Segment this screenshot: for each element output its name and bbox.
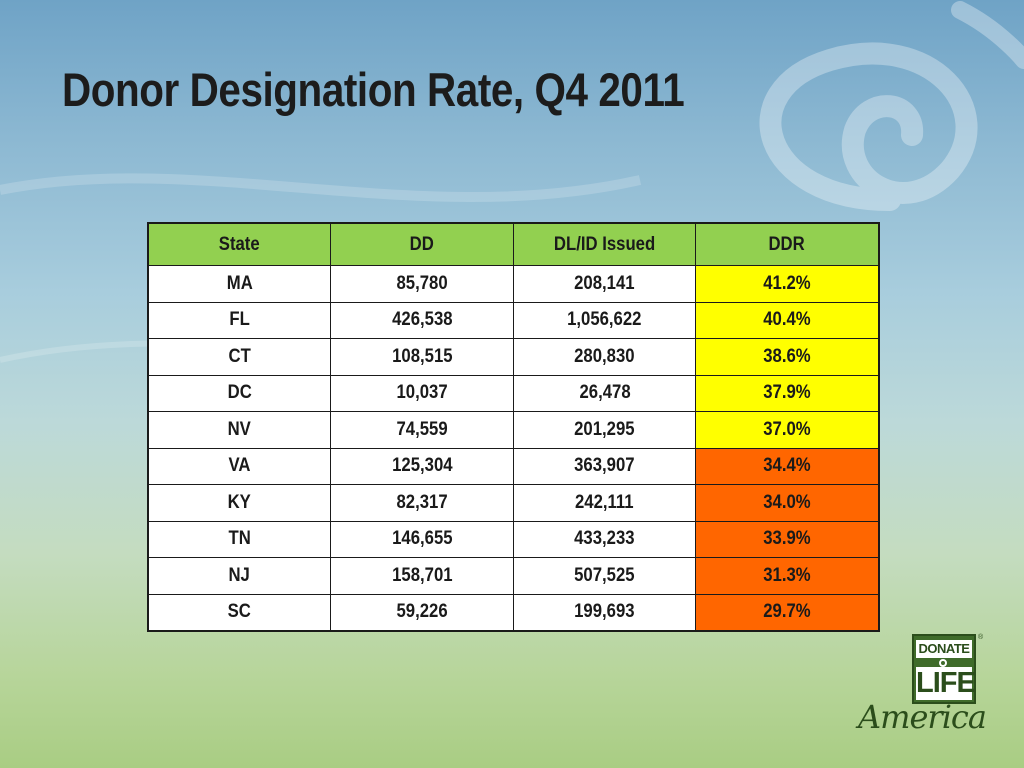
- cell-dd: 426,538: [329, 301, 515, 339]
- table-body: MA 85,780 208,141 41.2% FL 426,538 1,056,622 40…: [147, 265, 880, 632]
- table-row: TN 146,655 433,233 33.9%: [147, 520, 880, 558]
- cell-state: CT: [147, 338, 331, 376]
- logo-america-script: America: [858, 698, 987, 736]
- column-header-state: State: [147, 222, 331, 266]
- logo-badge: DONATE LIFE: [912, 634, 976, 704]
- cell-dd: 158,701: [329, 557, 515, 595]
- cell-dd: 59,226: [329, 593, 515, 632]
- table-row: FL 426,538 1,056,622 40.4%: [147, 301, 880, 339]
- table-row: SC 59,226 199,693 29.7%: [147, 593, 880, 632]
- cell-ddr: 40.4%: [695, 301, 880, 339]
- cell-ddr: 38.6%: [695, 338, 880, 376]
- logo-donate-text: DONATE: [916, 640, 972, 658]
- cell-dd: 82,317: [329, 484, 515, 522]
- column-header-ddr: DDR: [695, 222, 880, 266]
- cell-state: KY: [147, 484, 331, 522]
- data-table-container: State DD DL/ID Issued DDR MA 85,780 208,14…: [147, 222, 880, 632]
- cell-state: NV: [147, 411, 331, 449]
- table-row: VA 125,304 363,907 34.4%: [147, 447, 880, 485]
- column-header-dl-id-issued: DL/ID Issued: [513, 222, 697, 266]
- cell-ddr: 33.9%: [695, 520, 880, 558]
- cell-ddr: 29.7%: [695, 593, 880, 632]
- cell-dl-id-issued: 242,111: [513, 484, 697, 522]
- cell-state: SC: [147, 593, 331, 632]
- logo-life-text: LIFE: [916, 667, 976, 700]
- table-row: NJ 158,701 507,525 31.3%: [147, 557, 880, 595]
- table-row: KY 82,317 242,111 34.0%: [147, 484, 880, 522]
- cell-state: TN: [147, 520, 331, 558]
- column-header-dd: DD: [329, 222, 515, 266]
- registered-mark: ®: [978, 634, 984, 641]
- cell-state: VA: [147, 447, 331, 485]
- table-header-row: State DD DL/ID Issued DDR: [147, 222, 880, 266]
- cell-dl-id-issued: 201,295: [513, 411, 697, 449]
- cell-dd: 108,515: [329, 338, 515, 376]
- donate-life-america-logo: DONATE LIFE ® America: [858, 634, 1008, 744]
- cell-state: DC: [147, 374, 331, 412]
- cell-ddr: 34.0%: [695, 484, 880, 522]
- table-row: CT 108,515 280,830 38.6%: [147, 338, 880, 376]
- cell-state: FL: [147, 301, 331, 339]
- cell-dd: 74,559: [329, 411, 515, 449]
- cell-dl-id-issued: 26,478: [513, 374, 697, 412]
- cell-dd: 10,037: [329, 374, 515, 412]
- cell-dl-id-issued: 433,233: [513, 520, 697, 558]
- table-row: DC 10,037 26,478 37.9%: [147, 374, 880, 412]
- cell-ddr: 31.3%: [695, 557, 880, 595]
- cell-dd: 85,780: [329, 265, 515, 303]
- cell-state: NJ: [147, 557, 331, 595]
- cell-dl-id-issued: 199,693: [513, 593, 697, 632]
- cell-state: MA: [147, 265, 331, 303]
- cell-dl-id-issued: 1,056,622: [513, 301, 697, 339]
- cell-dl-id-issued: 280,830: [513, 338, 697, 376]
- cell-dl-id-issued: 208,141: [513, 265, 697, 303]
- cell-dl-id-issued: 507,525: [513, 557, 697, 595]
- cell-ddr: 37.9%: [695, 374, 880, 412]
- cell-ddr: 34.4%: [695, 447, 880, 485]
- cell-dl-id-issued: 363,907: [513, 447, 697, 485]
- cell-ddr: 37.0%: [695, 411, 880, 449]
- cell-ddr: 41.2%: [695, 265, 880, 303]
- slide-title: Donor Designation Rate, Q4 2011: [62, 63, 685, 116]
- cell-dd: 125,304: [329, 447, 515, 485]
- logo-ring-icon: [939, 659, 947, 667]
- table-row: MA 85,780 208,141 41.2%: [147, 265, 880, 303]
- donor-designation-table: State DD DL/ID Issued DDR MA 85,780 208,14…: [147, 222, 880, 632]
- cell-dd: 146,655: [329, 520, 515, 558]
- table-row: NV 74,559 201,295 37.0%: [147, 411, 880, 449]
